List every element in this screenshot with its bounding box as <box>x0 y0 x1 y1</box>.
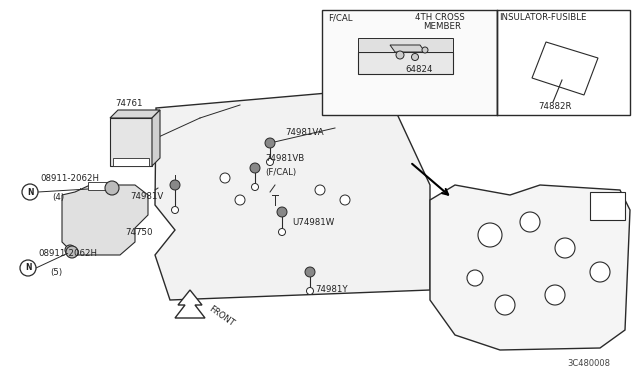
Circle shape <box>252 183 259 190</box>
Text: N: N <box>27 187 33 196</box>
Text: 4TH CROSS: 4TH CROSS <box>415 13 465 22</box>
Circle shape <box>65 245 75 255</box>
Text: N: N <box>25 263 31 273</box>
Text: 74981VA: 74981VA <box>285 128 324 137</box>
Circle shape <box>278 228 285 235</box>
Circle shape <box>422 47 428 53</box>
Bar <box>358 52 453 74</box>
Circle shape <box>478 223 502 247</box>
Text: (F/CAL): (F/CAL) <box>265 168 296 177</box>
Bar <box>590 192 625 220</box>
Polygon shape <box>532 42 598 95</box>
Text: 08911-2062H: 08911-2062H <box>38 249 97 258</box>
Circle shape <box>555 238 575 258</box>
Text: 64824: 64824 <box>405 65 433 74</box>
Circle shape <box>105 181 119 195</box>
Text: 08911-2062H: 08911-2062H <box>40 174 99 183</box>
Bar <box>88 182 116 190</box>
Circle shape <box>20 260 36 276</box>
Text: 3C480008: 3C480008 <box>567 359 610 368</box>
Circle shape <box>315 185 325 195</box>
Polygon shape <box>152 110 160 166</box>
Bar <box>358 38 453 52</box>
Polygon shape <box>430 185 630 350</box>
Circle shape <box>495 295 515 315</box>
Polygon shape <box>175 290 205 318</box>
Circle shape <box>545 285 565 305</box>
Text: INSULATOR-FUSIBLE: INSULATOR-FUSIBLE <box>499 13 586 22</box>
Polygon shape <box>62 185 148 255</box>
Text: (4): (4) <box>52 193 64 202</box>
Bar <box>322 10 497 115</box>
Text: (5): (5) <box>50 268 62 277</box>
Text: 74981VB: 74981VB <box>265 154 304 163</box>
Circle shape <box>250 163 260 173</box>
Circle shape <box>467 270 483 286</box>
Polygon shape <box>390 45 425 52</box>
Circle shape <box>266 158 273 166</box>
Polygon shape <box>155 88 430 300</box>
Circle shape <box>220 173 230 183</box>
Text: FRONT: FRONT <box>207 304 236 328</box>
Text: F/CAL: F/CAL <box>328 13 353 22</box>
Circle shape <box>66 246 78 258</box>
Polygon shape <box>110 110 160 118</box>
Circle shape <box>172 206 179 214</box>
Text: 74761: 74761 <box>115 99 143 108</box>
Circle shape <box>520 212 540 232</box>
Circle shape <box>340 195 350 205</box>
Text: 74750: 74750 <box>125 228 152 237</box>
Text: MEMBER: MEMBER <box>423 22 461 31</box>
Text: U74981W: U74981W <box>292 218 334 227</box>
Circle shape <box>412 54 419 61</box>
Text: 74981V: 74981V <box>130 192 163 201</box>
Text: 74882R: 74882R <box>538 102 572 111</box>
Circle shape <box>170 180 180 190</box>
Circle shape <box>22 184 38 200</box>
Circle shape <box>265 138 275 148</box>
Circle shape <box>305 267 315 277</box>
Circle shape <box>235 195 245 205</box>
Bar <box>110 118 152 166</box>
Circle shape <box>590 262 610 282</box>
Bar <box>497 10 630 115</box>
Text: 74981Y: 74981Y <box>315 285 348 294</box>
Circle shape <box>307 288 314 295</box>
Bar <box>113 158 149 166</box>
Circle shape <box>277 207 287 217</box>
Circle shape <box>396 51 404 59</box>
